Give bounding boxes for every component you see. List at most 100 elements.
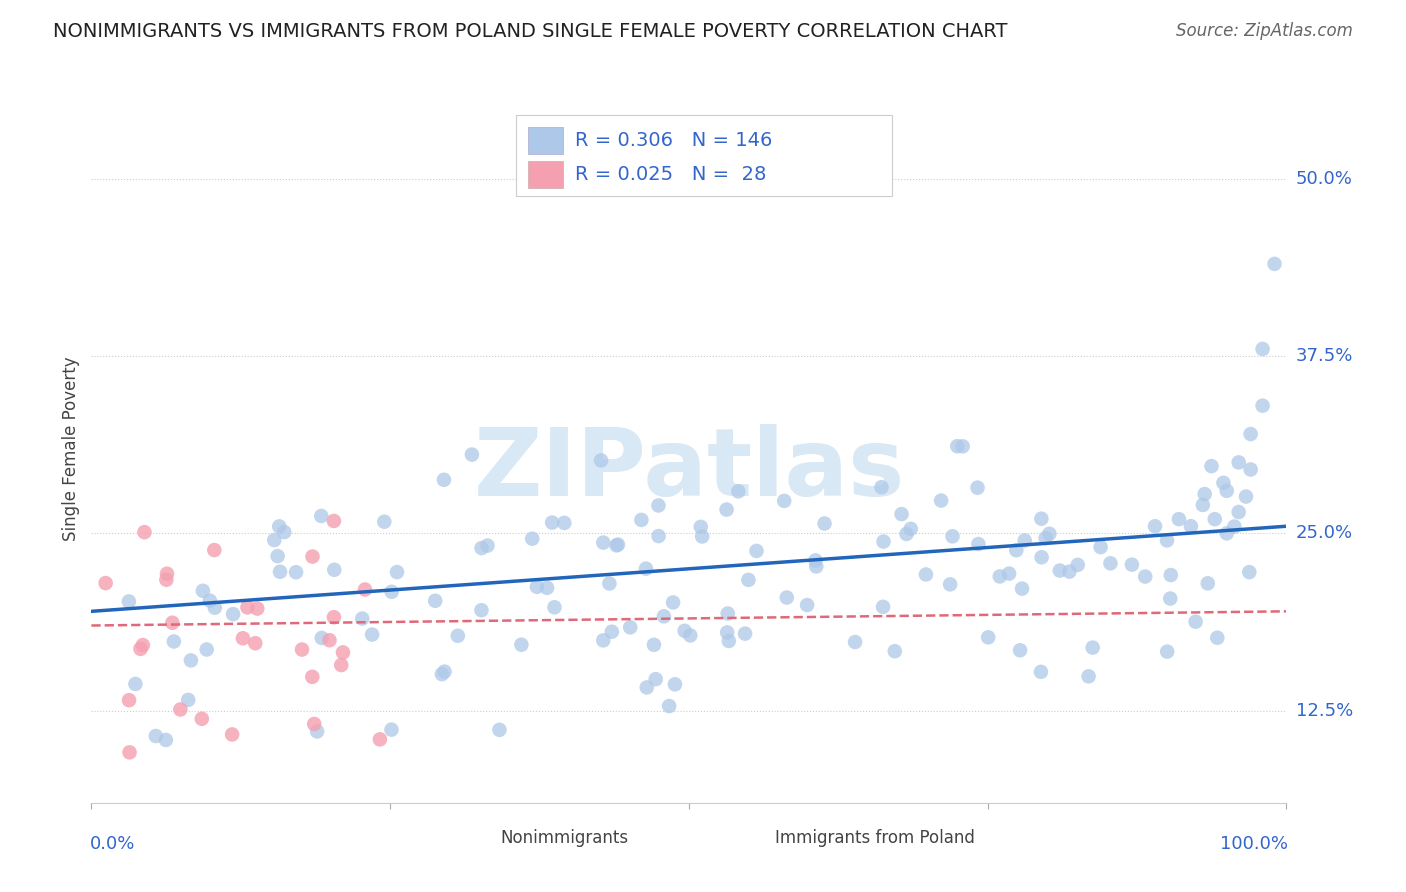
Point [1227,455,1250,469]
Point [1251,399,1274,413]
Point [1010,643,1032,657]
Point [1184,615,1206,629]
Point [1005,543,1028,558]
Point [946,439,969,453]
Point [1240,427,1263,442]
Point [679,628,702,642]
Point [647,529,669,543]
Point [1011,582,1033,596]
Point [368,732,391,747]
Point [470,603,492,617]
Point [191,712,214,726]
Point [1240,462,1263,476]
Point [1204,512,1226,526]
Point [269,565,291,579]
Point [929,493,952,508]
Point [1135,569,1157,583]
Point [1121,558,1143,572]
Point [195,642,218,657]
Point [1144,519,1167,533]
Point [202,543,225,558]
Point [1029,665,1052,679]
Text: 25.0%: 25.0% [1296,524,1353,542]
Point [291,642,314,657]
Point [977,630,1000,644]
Point [1099,557,1122,571]
Point [883,644,905,658]
Point [607,538,630,552]
Point [191,583,214,598]
Point [433,665,456,679]
Point [1194,487,1216,501]
Point [776,591,799,605]
Point [1067,558,1090,572]
Point [198,593,221,607]
Point [717,607,740,621]
Point [1077,669,1099,683]
Point [634,562,657,576]
Point [1159,591,1181,606]
Point [526,580,548,594]
Point [647,499,669,513]
Point [309,508,332,523]
Point [605,538,627,552]
Point [844,635,866,649]
Point [307,724,329,739]
Text: 12.5%: 12.5% [1296,702,1354,720]
Point [939,577,962,591]
Point [510,638,533,652]
Point [813,516,835,531]
Point [322,610,344,624]
Point [156,566,179,581]
Point [1212,475,1234,490]
Point [1227,505,1250,519]
Point [636,681,658,695]
Point [745,544,768,558]
Point [1059,565,1081,579]
Text: Immigrants from Poland: Immigrants from Poland [775,829,974,847]
Point [477,539,499,553]
Point [592,535,614,549]
Text: NONIMMIGRANTS VS IMMIGRANTS FROM POLAND SINGLE FEMALE POVERTY CORRELATION CHART: NONIMMIGRANTS VS IMMIGRANTS FROM POLAND … [53,22,1008,41]
Point [385,565,408,579]
Point [263,533,285,547]
Point [658,699,681,714]
Point [652,609,675,624]
Point [322,514,344,528]
Point [598,576,620,591]
Point [1031,550,1053,565]
Point [1014,533,1036,548]
Point [716,625,738,640]
Point [717,634,740,648]
Point [361,627,384,641]
Point [132,638,155,652]
Point [354,582,377,597]
Bar [527,127,564,154]
Point [716,502,738,516]
Point [425,594,447,608]
Point [896,527,918,541]
Point [734,626,756,640]
Point [1251,342,1274,356]
Point [804,553,827,567]
Point [204,600,226,615]
Point [872,534,894,549]
Point [232,632,254,646]
Point [373,515,395,529]
Point [737,573,759,587]
Bar [731,828,766,847]
Text: 50.0%: 50.0% [1296,169,1353,187]
Point [430,667,453,681]
Text: ZIPatlas: ZIPatlas [474,424,904,516]
Point [163,634,186,648]
Point [134,525,156,540]
Point [94,576,117,591]
Text: 100.0%: 100.0% [1219,835,1288,853]
Point [870,480,893,494]
Point [301,670,323,684]
Point [1038,526,1060,541]
Point [536,581,558,595]
Text: 37.5%: 37.5% [1296,347,1354,365]
Point [941,529,963,543]
Point [1160,568,1182,582]
